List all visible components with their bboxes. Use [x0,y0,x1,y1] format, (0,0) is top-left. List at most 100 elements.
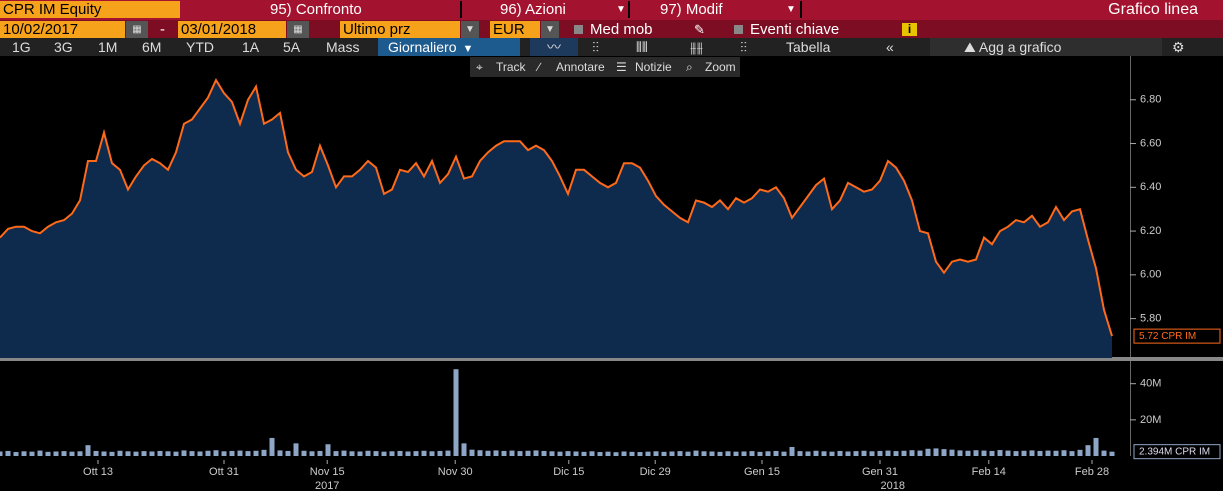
volume-bar [109,451,115,456]
candle-icon[interactable]: ⫴⫴ [636,39,648,55]
tools-bar: ⌖ Track ∕ Annotare ☰ Notizie ⌕ Zoom [470,57,740,77]
volume-bar [461,443,467,456]
volume-bar [245,451,251,456]
volume-bar [277,450,283,456]
volume-bar [733,451,739,456]
volume-bar [221,451,227,456]
volume-bar [845,451,851,456]
info-icon[interactable]: i [902,23,917,36]
menu-bg [180,1,462,18]
volume-bar [885,450,891,456]
period-button[interactable]: Mass [326,39,360,55]
volume-bar [125,451,131,456]
tool-button[interactable]: Notizie [635,60,672,74]
start-date[interactable]: 10/02/2017 [0,21,125,38]
menu-item[interactable]: 96) Azioni [500,1,566,18]
chart-type: Grafico linea [1108,1,1198,18]
volume-bar [141,451,147,456]
currency-select[interactable]: EUR [490,21,540,38]
volume-bar [773,450,779,456]
volume-bar [101,451,107,456]
hlc-icon[interactable]: ⫶⫶ [740,39,747,55]
period-button[interactable]: 3G [54,39,73,55]
volume-bar [333,451,339,456]
check-label: Eventi chiave [750,21,840,38]
volume-bar [133,451,139,456]
volume-bar [789,446,795,456]
x-tick-label: Dic 15 [553,466,584,478]
volume-bar [205,450,211,456]
menu-item[interactable]: 97) Modif [660,1,723,18]
period-button[interactable]: 1A [242,39,260,55]
volume-bar [717,451,723,456]
end-date[interactable]: 03/01/2018 [178,21,286,38]
volume-bar [725,451,731,456]
collapse-button[interactable]: « [886,39,894,55]
x-tick-label: Nov 15 [310,466,345,478]
period-button[interactable]: 6M [142,39,162,55]
ohlc-icon[interactable]: ⫵⫵ [690,39,703,55]
volume-bar [749,451,755,456]
frequency-select[interactable]: Giornaliero ▼ [378,38,520,56]
volume-bar [1069,451,1075,456]
table-button[interactable]: Tabella [786,39,831,55]
volume-bar [413,451,419,456]
volume-bar [901,450,907,456]
period-button[interactable]: 1M [98,39,118,55]
volume-bar [965,450,971,456]
period-button[interactable]: YTD [186,39,214,55]
volume-bar [381,451,387,456]
dropdown-arrow[interactable]: ▼ [461,21,479,38]
volume-bar [253,450,259,456]
period-button[interactable]: 1G [12,39,31,55]
calendar-icon[interactable]: ▦ [287,21,309,38]
volume-bar [197,451,203,456]
volume-bar [853,451,859,456]
pencil-icon[interactable]: ✎ [694,22,705,37]
volume-bar [581,451,587,456]
line-icon[interactable]: 〰 [530,38,578,56]
calendar-icon[interactable]: ▦ [126,21,148,38]
volume-bar [1029,450,1035,456]
field-select[interactable]: Ultimo prz [340,21,460,38]
add-label: Agg a grafico [978,39,1062,55]
tool-button[interactable]: Track [496,60,526,74]
volume-bar [597,452,603,456]
price-line [0,77,1113,337]
volume-bar [1101,450,1107,456]
volume-bar [173,451,179,456]
x-tick-label: Gen 31 [862,466,898,478]
volume-bar [805,451,811,456]
menu-item[interactable]: 95) Confronto [270,1,362,18]
volume-bar [877,450,883,456]
ticker[interactable]: CPR IM Equity [0,1,180,18]
x-tick-label: Feb 14 [972,466,1006,478]
tool-button[interactable]: Zoom [705,60,736,74]
volume-bar [189,451,195,456]
y-tick-label: 20M [1140,414,1161,426]
y-tick-label: 6.80 [1140,94,1161,106]
volume-bar [5,450,11,456]
volume-bar [933,448,939,456]
x-tick-label: Gen 15 [744,466,780,478]
volume-bar [861,450,867,456]
add-button[interactable]: ⛰ Agg a grafico [930,38,1162,56]
dropdown-arrow[interactable]: ▼ [541,21,559,38]
settings-icon[interactable]: ⚙ [1172,39,1185,55]
period-button[interactable]: 5A [283,39,301,55]
volume-bar [949,449,955,456]
checkbox[interactable] [734,25,743,34]
last-price-label: 5.72 CPR IM [1139,331,1196,342]
volume-bar [493,450,499,456]
volume-bar [685,451,691,456]
volume-bar [525,450,531,456]
volume-bar [573,451,579,456]
tool-button[interactable]: Annotare [556,60,605,74]
volume-bar [117,450,123,456]
checkbox[interactable] [574,25,583,34]
volume-bar [45,451,51,456]
bar-icon[interactable]: ⫶⫶ [592,39,599,55]
volume-bar [93,450,99,456]
x-tick-label: Nov 30 [438,466,473,478]
